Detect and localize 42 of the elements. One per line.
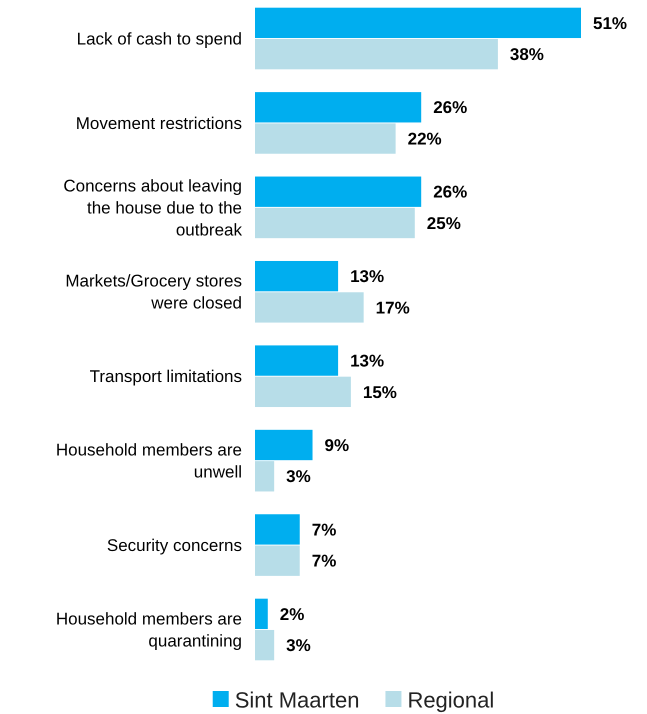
bar [255, 598, 268, 630]
data-label: 38% [510, 45, 544, 64]
data-label: 7% [312, 520, 336, 540]
bar [255, 345, 338, 376]
data-label: 15% [362, 382, 397, 402]
data-label: 3% [286, 467, 311, 486]
bar [255, 260, 338, 292]
data-label: 51% [593, 14, 628, 33]
bar [255, 123, 396, 154]
y-tick-label: Lack of cash to spend [76, 29, 242, 48]
y-tick-label: Concerns about leaving the house due to the outbreak [63, 176, 242, 240]
bar [255, 461, 274, 492]
y-tick-label: Security concerns [106, 536, 242, 556]
y-tick-label: Household members are quarantining [56, 609, 242, 650]
y-tick-label: Markets/Grocery stores were closed [65, 272, 242, 313]
y-tick-label: Household members are unwell [56, 440, 242, 482]
bar [255, 376, 351, 408]
data-label: 22% [408, 130, 442, 149]
bar [255, 546, 300, 576]
legend-label: Sint Maarten [234, 688, 360, 713]
y-tick-label: Movement restrictions [76, 114, 242, 133]
data-label: 13% [350, 352, 384, 371]
data-label: 26% [433, 98, 468, 118]
bar [255, 92, 422, 122]
data-label: 25% [426, 214, 461, 233]
y-tick-label: Transport limitations [90, 367, 242, 386]
data-label: 17% [376, 298, 410, 318]
bar [255, 208, 415, 238]
bar [255, 630, 274, 660]
legend-label: Regional [407, 688, 494, 713]
bar [255, 176, 422, 207]
bar [255, 514, 300, 545]
bar [255, 292, 364, 323]
data-label: 2% [280, 604, 304, 624]
data-label: 9% [324, 436, 350, 455]
data-label: 26% [433, 182, 468, 202]
data-label: 7% [312, 552, 336, 571]
data-label: 3% [286, 636, 311, 656]
bar [255, 8, 581, 38]
bar [255, 430, 313, 460]
data-label: 13% [350, 267, 384, 286]
bar [255, 38, 498, 70]
